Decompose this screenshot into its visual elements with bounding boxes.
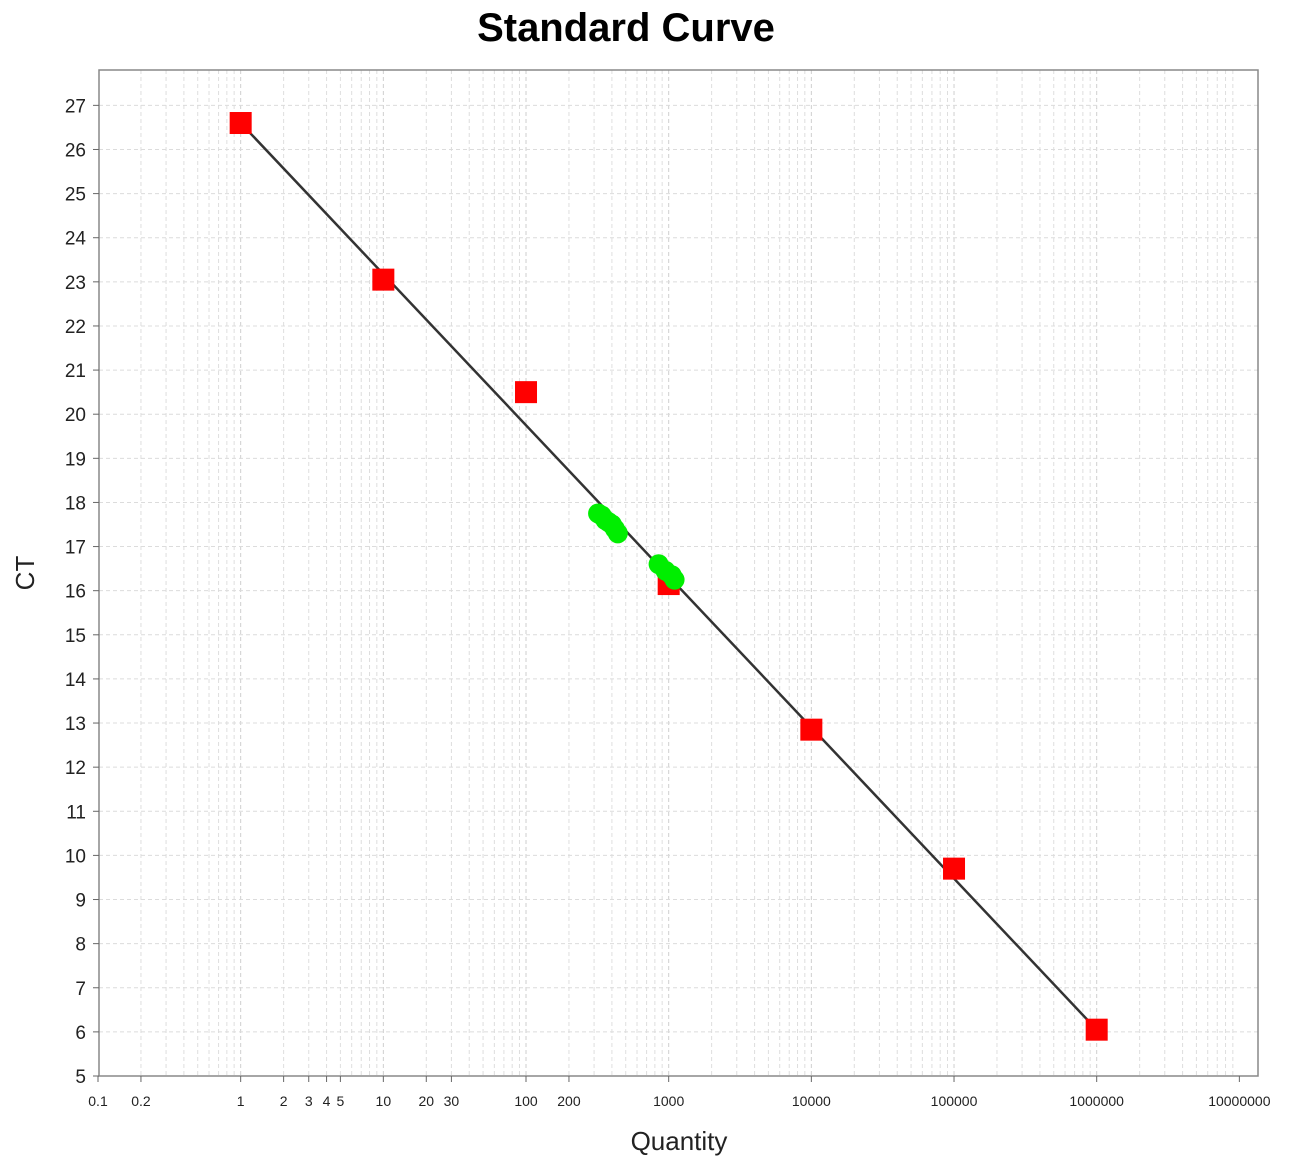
- standard-point: [229, 112, 252, 135]
- x-tick-label: 10: [376, 1093, 392, 1109]
- x-tick-label: 20: [418, 1093, 434, 1109]
- x-tick-label: 100000: [931, 1093, 978, 1109]
- x-tick-label: 1000: [653, 1093, 684, 1109]
- y-tick-label: 26: [65, 140, 86, 161]
- y-axis-title: CT: [10, 556, 40, 591]
- y-tick-label: 11: [66, 802, 86, 823]
- x-tick-label: 5: [336, 1093, 344, 1109]
- y-tick-label: 16: [65, 582, 86, 603]
- y-tick-label: 8: [75, 935, 86, 956]
- standard-point: [1085, 1018, 1108, 1041]
- y-tick-label: 22: [65, 317, 86, 338]
- chart-title: Standard Curve: [477, 6, 775, 50]
- x-tick-label: 3: [305, 1093, 313, 1109]
- y-tick-label: 7: [75, 979, 86, 1000]
- x-tick-label: 10000: [792, 1093, 831, 1109]
- y-tick-label: 14: [65, 670, 87, 691]
- x-axis-ticks: 0.1 0.2 1 2 3 4 5 10 20 30 100 200 1000 10000 100000 10…: [88, 1076, 1271, 1109]
- y-tick-label: 19: [65, 449, 86, 470]
- y-tick-label: 21: [65, 361, 86, 382]
- y-tick-label: 25: [65, 185, 86, 206]
- unknown-point: [607, 523, 628, 544]
- x-tick-label: 0.1: [88, 1093, 108, 1109]
- x-tick-label: 4: [323, 1093, 331, 1109]
- y-tick-label: 13: [65, 714, 86, 735]
- y-tick-label: 27: [65, 96, 86, 117]
- standard-point: [372, 268, 395, 291]
- y-tick-label: 5: [75, 1067, 86, 1088]
- y-tick-label: 18: [65, 493, 86, 514]
- x-tick-label: 2: [280, 1093, 288, 1109]
- y-tick-label: 12: [65, 758, 86, 779]
- x-tick-label: 0.2: [131, 1093, 151, 1109]
- x-tick-label: 200: [557, 1093, 581, 1109]
- y-tick-label: 10: [65, 846, 86, 867]
- y-tick-label: 24: [65, 229, 87, 250]
- y-tick-label: 9: [75, 891, 86, 912]
- unknown-point: [664, 569, 685, 590]
- y-tick-label: 23: [65, 273, 86, 294]
- standard-point: [943, 857, 966, 880]
- y-tick-label: 15: [65, 626, 86, 647]
- y-axis-ticks: 5 6 7 8 9 10 11 12 13 14 15 16 17 18 19 20 21 22 23 24 25 26 2…: [65, 96, 99, 1088]
- standard-point: [800, 718, 823, 741]
- x-tick-label: 10000000: [1208, 1093, 1271, 1109]
- x-tick-label: 1: [237, 1093, 245, 1109]
- y-tick-label: 6: [75, 1023, 86, 1044]
- plot-frame: [98, 69, 1259, 1077]
- x-tick-label: 30: [444, 1093, 460, 1109]
- x-tick-label: 1000000: [1069, 1093, 1124, 1109]
- y-tick-label: 20: [65, 405, 86, 426]
- x-axis-title: Quantity: [631, 1126, 728, 1156]
- x-tick-label: 100: [514, 1093, 538, 1109]
- standard-point: [515, 381, 538, 404]
- data-points: [229, 112, 1108, 1041]
- y-tick-label: 17: [65, 538, 86, 559]
